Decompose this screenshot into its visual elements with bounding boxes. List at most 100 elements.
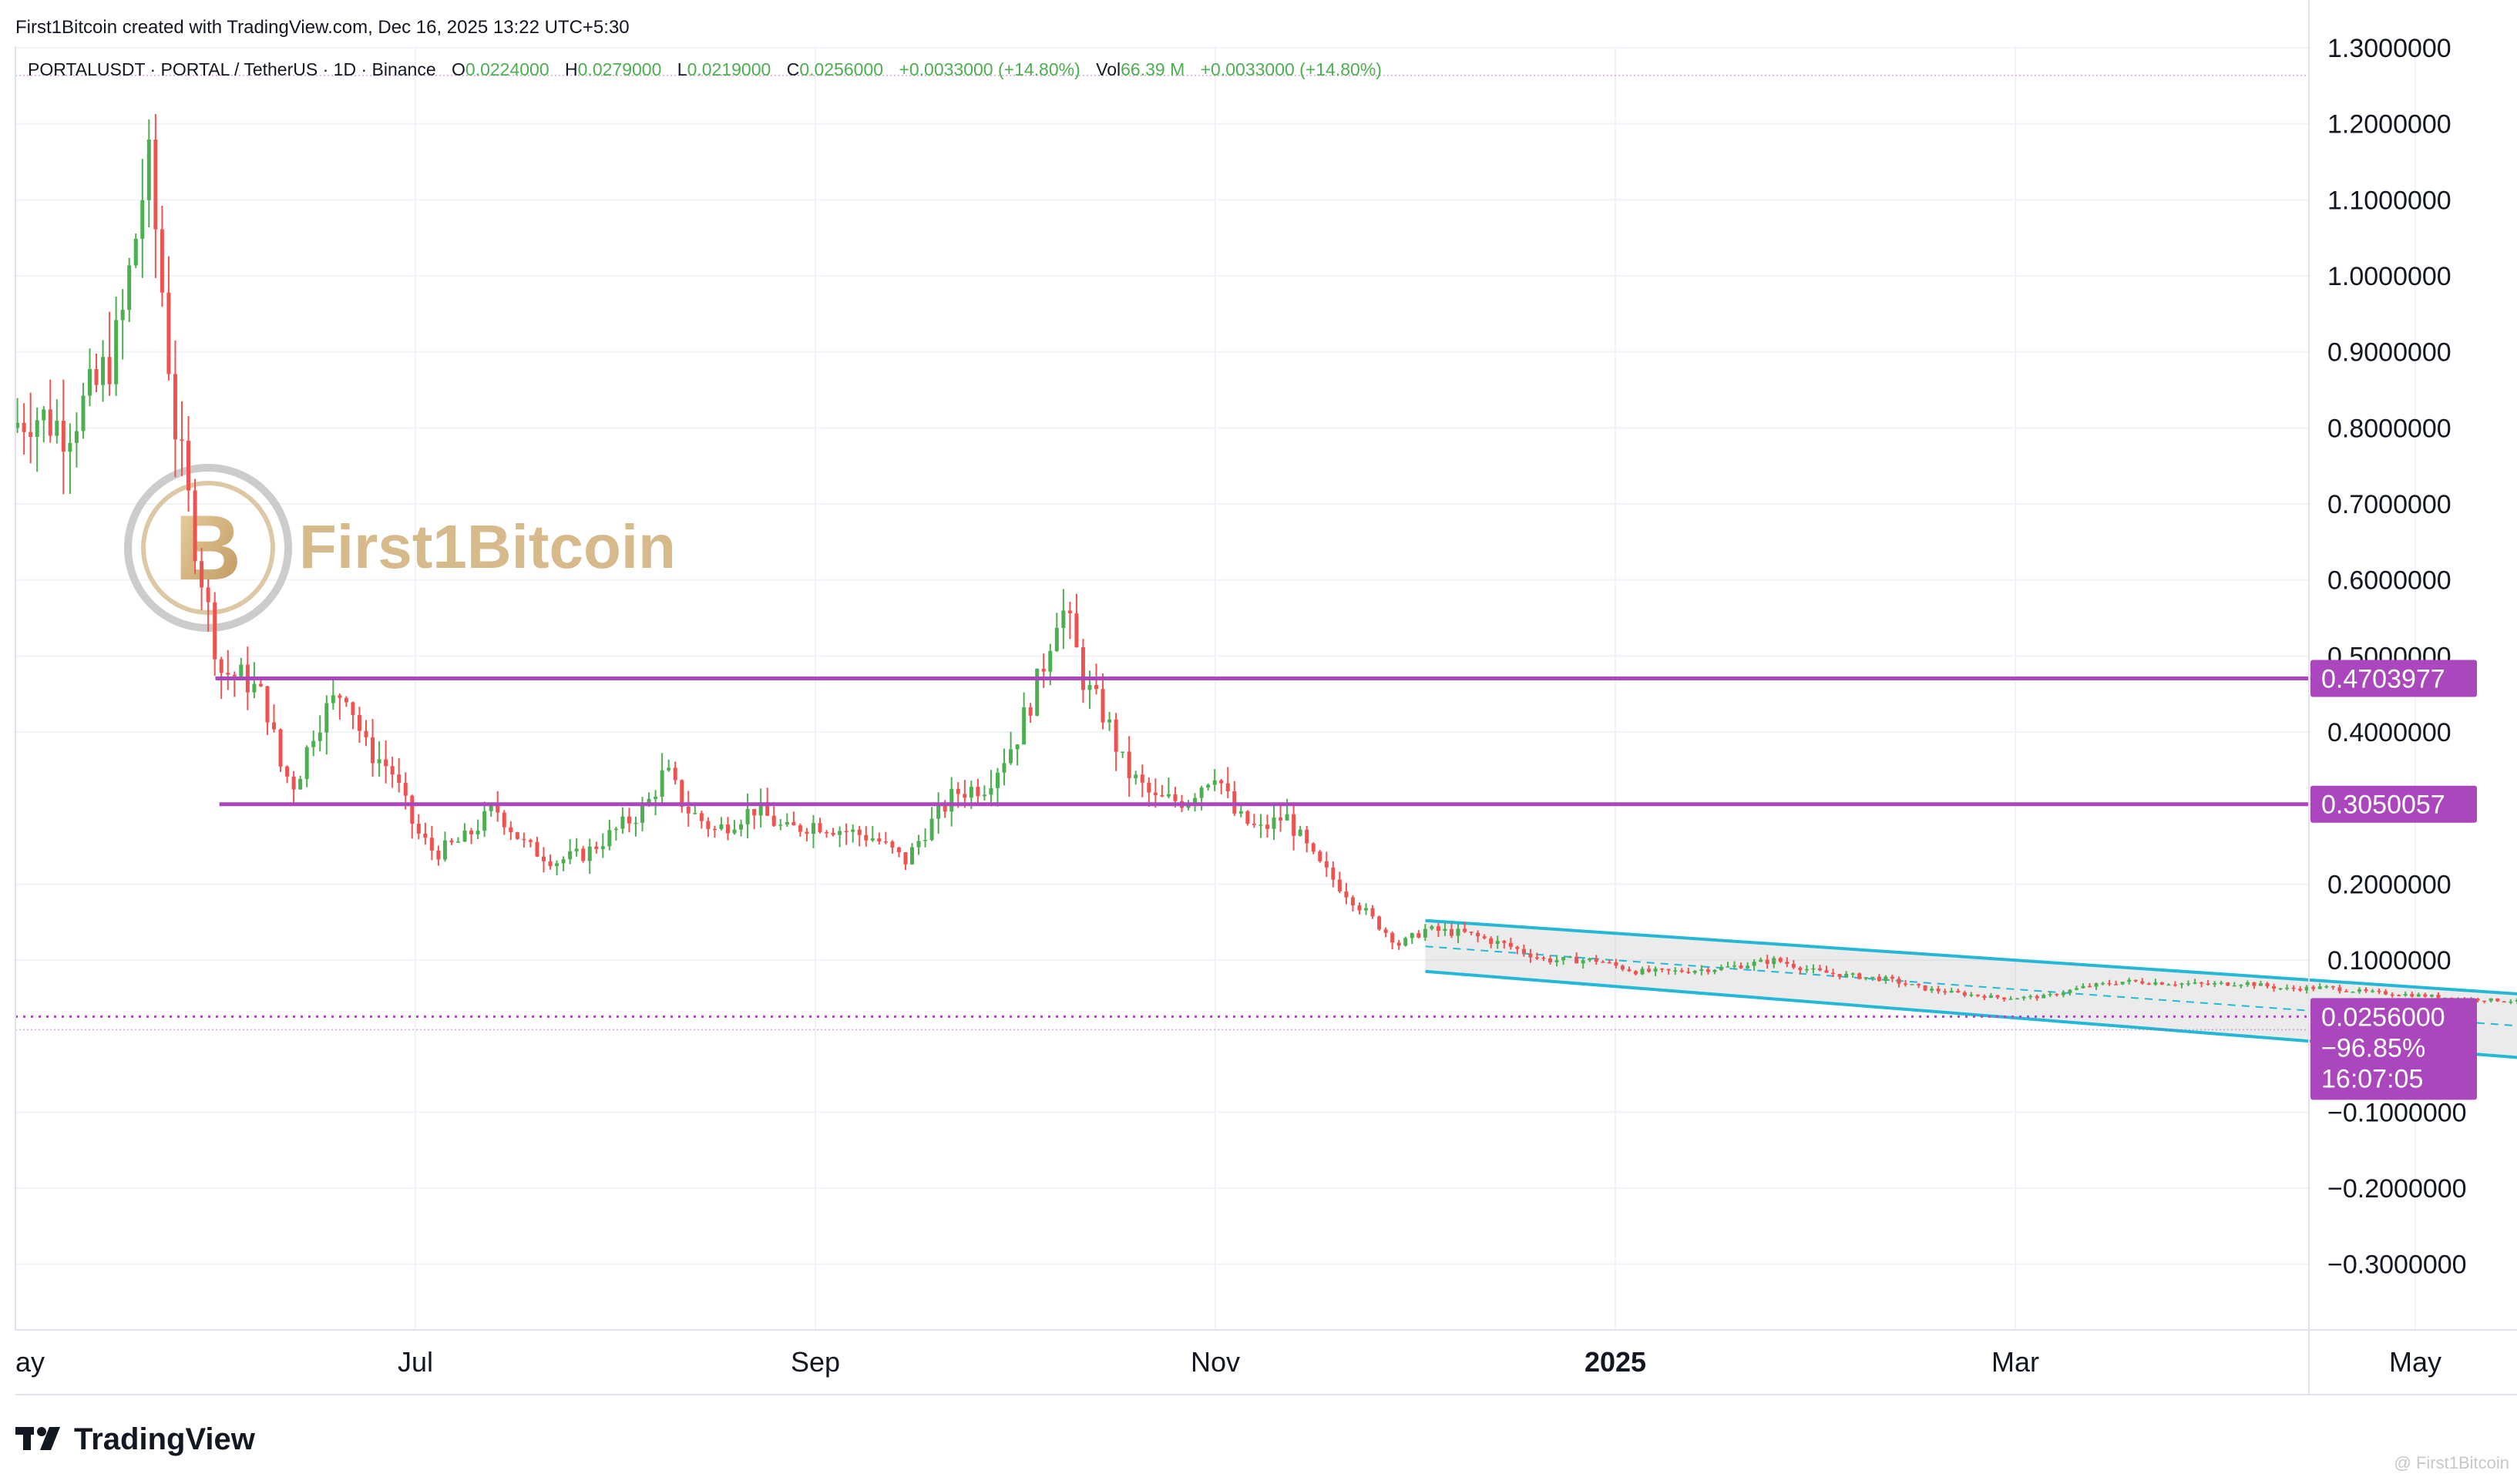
- candle-body: [1364, 908, 1369, 911]
- candle-body: [1383, 929, 1388, 933]
- candle-body: [285, 766, 290, 777]
- candle-body: [114, 320, 119, 384]
- candle-body: [1772, 958, 1776, 965]
- candle-body: [693, 813, 697, 814]
- candle-body: [2120, 982, 2125, 985]
- candle-body: [371, 737, 375, 764]
- candle-body: [1877, 976, 1881, 981]
- candle-body: [1686, 972, 1691, 973]
- candle-body: [173, 374, 177, 440]
- candle-body: [673, 767, 677, 781]
- candle-body: [620, 816, 625, 829]
- candle-body: [2166, 984, 2171, 986]
- candle-body: [357, 714, 361, 731]
- candle-body: [548, 861, 553, 867]
- candle-body: [1134, 774, 1138, 779]
- candle-body: [712, 828, 717, 831]
- legend-vol-value: 66.39 M: [1121, 59, 1185, 79]
- candle-body: [61, 421, 66, 452]
- candle-body: [1508, 942, 1513, 947]
- candle-body: [1831, 972, 1836, 975]
- descending-channel[interactable]: [1425, 918, 2517, 1080]
- candle-body: [2074, 988, 2078, 990]
- candle-body: [2298, 989, 2303, 991]
- legend-high-value: 0.0279000: [578, 59, 662, 79]
- candle-body: [449, 840, 454, 843]
- candle-body: [1923, 985, 1927, 991]
- candle-body: [1350, 897, 1355, 906]
- legend-close-label: C: [787, 59, 800, 79]
- candle-body: [2219, 982, 2223, 984]
- legend-low-label: L: [677, 59, 687, 79]
- candle-body: [963, 794, 967, 798]
- candle-body: [1436, 926, 1440, 932]
- candle-body: [857, 829, 862, 835]
- candle-body: [2252, 982, 2257, 986]
- candle-body: [818, 823, 822, 833]
- candle-body: [2094, 983, 2099, 987]
- candle-body: [2232, 985, 2236, 987]
- candle-body: [1324, 861, 1329, 868]
- tradingview-logo[interactable]: TradingView: [15, 1422, 256, 1456]
- candle-body: [29, 431, 33, 438]
- candle-body: [265, 686, 270, 723]
- candle-body: [200, 561, 204, 588]
- candle-body: [1726, 966, 1730, 968]
- price-tick-label: 1.2000000: [2327, 110, 2451, 139]
- candle-body: [1048, 650, 1053, 672]
- candle-body: [1469, 932, 1474, 933]
- candle-body: [476, 831, 480, 834]
- candle-body: [1752, 962, 1756, 966]
- horizontal-levels[interactable]: [15, 75, 2309, 1031]
- current-price-tag-bg: [2310, 998, 2477, 1100]
- tradingview-logo-wedge: [40, 1427, 60, 1450]
- level-mid-tag-text: 0.3050057: [2321, 791, 2445, 820]
- candle-body: [825, 832, 829, 834]
- candle-body: [1311, 843, 1316, 852]
- price-axis[interactable]: 1.3000000 1.2000000 1.1000000 1.0000000 0.90…: [2327, 34, 2467, 1280]
- candle-body: [2278, 988, 2283, 990]
- candle-body: [1002, 763, 1006, 773]
- candle-body: [1554, 960, 1559, 962]
- candle-body: [15, 422, 20, 428]
- candle-body: [2416, 994, 2421, 997]
- candle-body: [68, 442, 72, 452]
- candle-body: [778, 824, 783, 826]
- candle-body: [1679, 970, 1684, 972]
- candle-body: [1147, 782, 1151, 793]
- candle-body: [883, 841, 888, 843]
- price-axis-labels: 0.4703977 0.3050057 0.0256000−96.85%16:07:…: [2310, 660, 2477, 1100]
- candle-body: [2344, 991, 2348, 992]
- chart-grid: [15, 46, 2416, 1330]
- candle-body: [2482, 1000, 2487, 1002]
- time-axis[interactable]: ayJulSepNov2025MarMayJulSepNov2026Mar: [15, 1346, 2517, 1378]
- candle-body: [2213, 982, 2217, 985]
- candle-body: [1666, 969, 1671, 971]
- candle-body: [1121, 751, 1125, 754]
- candle-body: [785, 821, 789, 825]
- candle-body: [193, 490, 197, 562]
- candle-body: [324, 703, 329, 733]
- time-tick-label: May: [2389, 1346, 2441, 1378]
- candle-body: [2311, 986, 2316, 989]
- candle-body: [2179, 983, 2184, 985]
- candle-body: [1114, 719, 1118, 752]
- candle-body: [1588, 958, 1592, 961]
- current-price-tag-text: −96.85%: [2321, 1033, 2425, 1063]
- candle-body: [213, 602, 217, 660]
- candle-body: [2324, 985, 2329, 988]
- watermark-text: First1Bitcoin: [299, 512, 676, 581]
- candle-body: [1712, 969, 1717, 972]
- legend-open-value: 0.0224000: [465, 59, 549, 79]
- candle-body: [581, 848, 586, 861]
- candle-body: [864, 834, 869, 841]
- candle-body: [1410, 933, 1414, 938]
- symbol-legend[interactable]: PORTALUSDT · PORTAL / TetherUS · 1D · Bi…: [28, 59, 1382, 79]
- legend-vol-label: Vol: [1096, 59, 1121, 79]
- candle-body: [1699, 969, 1704, 972]
- candle-body: [469, 830, 474, 834]
- candle-body: [1804, 969, 1809, 971]
- candle-body: [1009, 749, 1013, 764]
- candle-body: [1107, 719, 1112, 723]
